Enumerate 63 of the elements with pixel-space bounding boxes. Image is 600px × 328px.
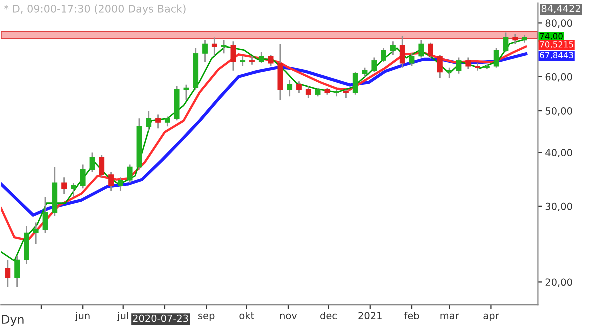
- candlestick: [70, 182, 76, 198]
- text: Dyn: [2, 315, 24, 326]
- candlestick: [409, 52, 415, 68]
- candlestick: [287, 79, 293, 98]
- candlestick: [62, 176, 67, 196]
- candlestick: [512, 33, 518, 45]
- candlestick: [306, 86, 312, 100]
- candlestick: [494, 47, 500, 69]
- y-tick-label: 40,00: [546, 149, 572, 158]
- candlestick: [400, 36, 406, 69]
- candlestick: [372, 57, 378, 74]
- annotation: 67,8443: [540, 52, 574, 60]
- x-tick-label: feb: [404, 312, 420, 320]
- candlestick: [428, 42, 434, 60]
- x-tick-label: apr: [484, 314, 500, 322]
- candlestick: [296, 80, 302, 94]
- candlestick: [212, 37, 218, 58]
- candlestick: [258, 52, 264, 64]
- candlestick: [466, 57, 472, 70]
- candlestick: [156, 114, 161, 130]
- y-tick-label: 80,00: [546, 20, 572, 28]
- candlestick: [14, 255, 20, 288]
- y-tick-label: 20,00: [546, 278, 572, 288]
- x-tick-label: okt: [240, 312, 254, 320]
- candlestick: [240, 56, 246, 68]
- candlestick: [456, 57, 462, 75]
- candlestick: [418, 40, 424, 58]
- candlestick: [202, 40, 208, 63]
- x-tick-label: nov: [280, 314, 298, 320]
- chart-title: * D, 09:00-17:30 (2000 Days Back): [4, 4, 186, 15]
- candlestick: [127, 164, 133, 184]
- candlestick: [438, 54, 443, 80]
- candlestick: [268, 54, 274, 68]
- x-tick-label: dec: [320, 312, 337, 320]
- candlestick: [42, 196, 48, 234]
- candlestick: [390, 40, 396, 56]
- x-tick-label: jun: [75, 312, 90, 322]
- x-tick-label: sep: [198, 314, 215, 322]
- annotation: 70,5215: [540, 41, 574, 49]
- y-tick-label: 50,00: [546, 107, 572, 116]
- x-tick-label: 2021: [358, 312, 382, 320]
- candlestick: [33, 222, 39, 245]
- candlestick: [446, 67, 452, 80]
- text: 84,4422: [542, 5, 580, 14]
- candlestick: [230, 40, 236, 72]
- candlestick: [381, 47, 387, 63]
- annotation: 74,00: [540, 33, 563, 40]
- candlestick: [164, 116, 170, 128]
- y-tick-label: 60,00: [546, 73, 572, 82]
- candlestick: [503, 32, 509, 53]
- x-tick-label: jul: [117, 312, 128, 322]
- candlestick: [352, 72, 358, 96]
- text: 2020-07-23: [133, 314, 188, 322]
- candlestick: [108, 172, 114, 192]
- candlestick: [118, 176, 124, 192]
- candlestick: [80, 164, 86, 190]
- candlestick: [90, 152, 96, 174]
- candlestick: [5, 260, 11, 288]
- y-tick-label: 30,00: [546, 202, 572, 212]
- x-tick-label: mar: [440, 314, 460, 320]
- candlestick: [221, 40, 227, 54]
- candlestick: [99, 154, 105, 178]
- candlestick: [146, 110, 152, 132]
